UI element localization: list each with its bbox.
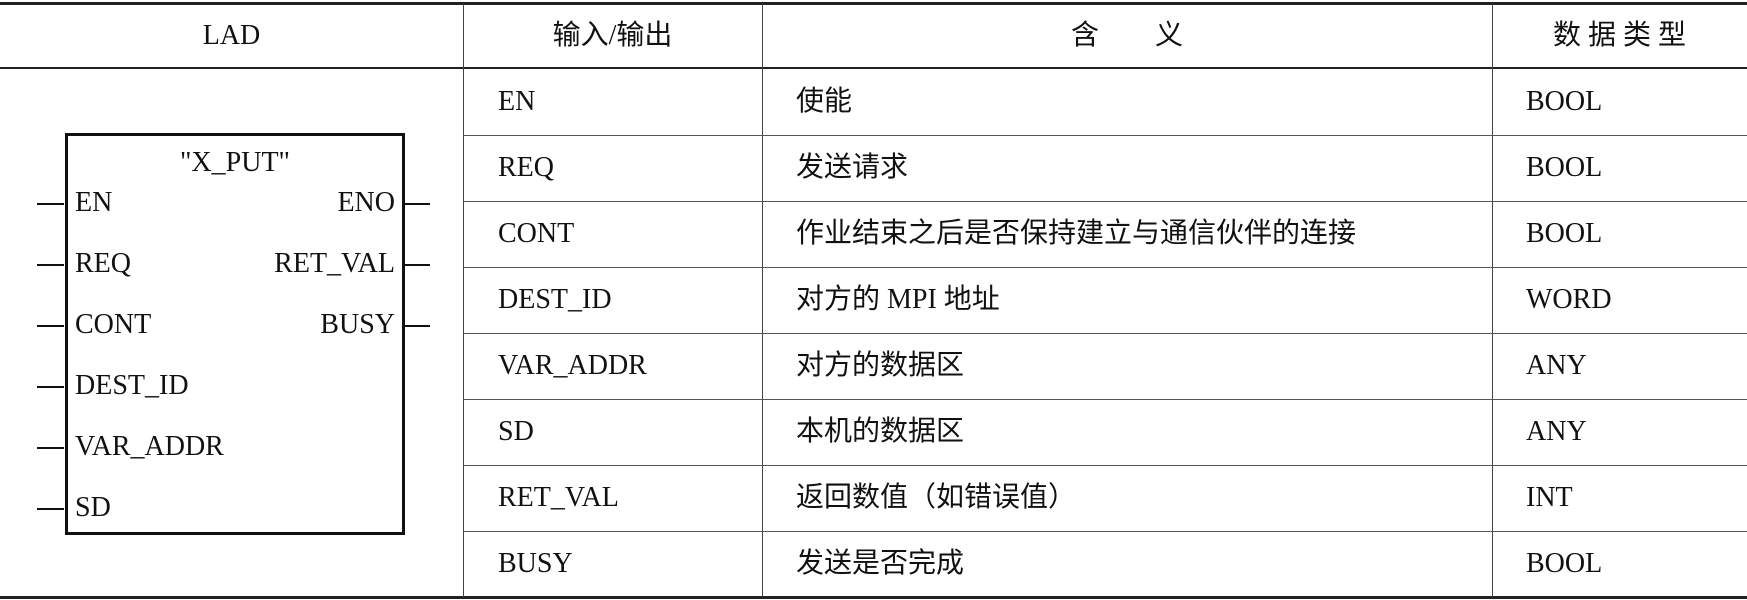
header-meaning: 含 义 <box>1070 20 1183 51</box>
input-pin-label: DEST_ID <box>75 370 189 401</box>
input-pin-line <box>37 325 64 327</box>
row-meaning: 作业结束之后是否保持建立与通信伙伴的连接 <box>796 218 1357 249</box>
row-type: ANY <box>1526 350 1587 381</box>
output-pin-line <box>403 325 430 327</box>
row-io: DEST_ID <box>498 284 612 315</box>
input-pin-line <box>37 447 64 449</box>
row-type: WORD <box>1526 284 1612 315</box>
row-divider <box>463 399 1747 400</box>
row-meaning: 返回数值（如错误值） <box>796 482 1077 513</box>
output-pin-line <box>403 264 430 266</box>
row-io: VAR_ADDR <box>498 350 647 381</box>
table-top-rule <box>0 2 1747 5</box>
row-meaning: 发送是否完成 <box>796 548 965 579</box>
header-rule <box>0 67 1747 69</box>
column-divider <box>762 4 763 597</box>
column-divider <box>463 4 464 597</box>
output-pin-line <box>403 203 430 205</box>
row-meaning: 对方的 MPI 地址 <box>796 284 1000 315</box>
row-type: BOOL <box>1526 152 1603 183</box>
row-type: ANY <box>1526 416 1587 447</box>
input-pin-label: REQ <box>75 248 131 279</box>
row-divider <box>463 201 1747 202</box>
header-io: 输入/输出 <box>552 20 673 51</box>
header-lad: LAD <box>202 20 261 51</box>
row-io: CONT <box>498 218 575 249</box>
row-meaning: 发送请求 <box>796 152 909 183</box>
input-pin-label: EN <box>75 187 113 218</box>
input-pin-label: SD <box>75 492 111 523</box>
row-divider <box>463 135 1747 136</box>
row-meaning: 对方的数据区 <box>796 350 965 381</box>
row-meaning: 使能 <box>796 86 853 117</box>
output-pin-label: ENO <box>337 187 395 218</box>
block-name: "X_PUT" <box>180 147 290 178</box>
row-io: SD <box>498 416 534 447</box>
input-pin-label: VAR_ADDR <box>75 431 224 462</box>
table-bottom-rule <box>0 596 1747 599</box>
output-pin-label: RET_VAL <box>274 248 395 279</box>
header-type: 数 据 类 型 <box>1552 20 1686 51</box>
input-pin-line <box>37 203 64 205</box>
row-type: BOOL <box>1526 218 1603 249</box>
row-divider <box>463 267 1747 268</box>
input-pin-line <box>37 264 64 266</box>
row-type: BOOL <box>1526 86 1603 117</box>
function-block-box <box>65 133 405 535</box>
column-divider <box>1492 4 1493 597</box>
input-pin-line <box>37 386 64 388</box>
row-type: INT <box>1526 482 1573 513</box>
output-pin-label: BUSY <box>320 309 395 340</box>
input-pin-line <box>37 508 64 510</box>
row-meaning: 本机的数据区 <box>796 416 965 447</box>
row-divider <box>463 465 1747 466</box>
row-io: BUSY <box>498 548 573 579</box>
row-type: BOOL <box>1526 548 1603 579</box>
input-pin-label: CONT <box>75 309 152 340</box>
row-divider <box>463 531 1747 532</box>
row-io: EN <box>498 86 536 117</box>
row-divider <box>463 333 1747 334</box>
row-io: RET_VAL <box>498 482 619 513</box>
row-io: REQ <box>498 152 554 183</box>
